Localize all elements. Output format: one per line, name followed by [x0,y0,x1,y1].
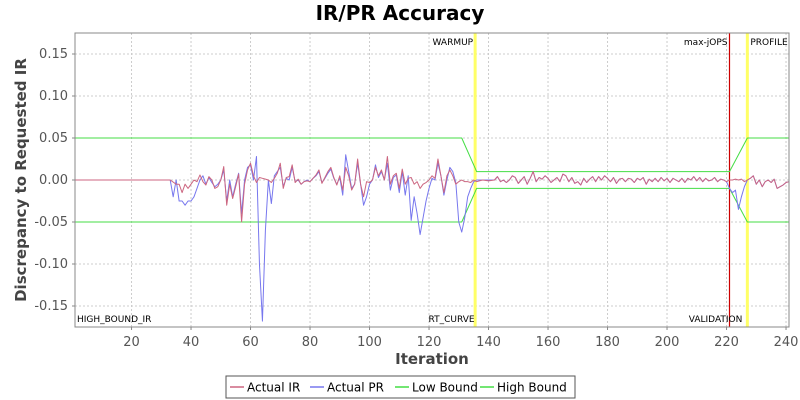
y-tick-label: 0.10 [39,89,68,104]
x-tick-label: 160 [536,335,561,350]
x-tick-label: 220 [714,335,739,350]
series-line-actual-ir [75,155,790,223]
x-tick-label: 40 [183,335,200,350]
phase-marker-label: PROFILE [750,38,788,48]
y-tick-label: 0.05 [39,131,68,146]
legend-label: High Bound [497,381,567,395]
legend-label: Actual PR [327,381,384,395]
legend: Actual IR Actual PR Low Bound High Bound [225,375,576,399]
legend-label: Low Bound [412,381,478,395]
x-axis: 20 40 60 80 100 120 140 160 180 200 220 240 [123,327,798,350]
legend-label: Actual IR [247,381,300,395]
series-line-high-bound [75,137,789,173]
y-tick-label: 0.15 [39,47,68,62]
chart-title: IR/PR Accuracy [316,1,485,25]
x-tick-label: 140 [476,335,501,350]
phase-marker-label: max-jOPS [684,38,728,48]
series-line-low-bound [75,187,789,223]
x-tick-label: 180 [595,335,620,350]
x-tick-label: 100 [357,335,382,350]
phase-marker-label: RT_CURVE [429,315,475,325]
y-tick-label: -0.10 [34,257,68,272]
x-tick-label: 200 [655,335,680,350]
phase-marker-label: VALIDATION [689,315,743,325]
plot-area: WARMUP max-jOPS PROFILE HIGH_BOUND_IR RT_CUR… [74,32,790,328]
y-tick-label: 0.00 [39,173,68,188]
series-lines [75,137,790,322]
y-tick-label: -0.15 [34,299,68,314]
x-tick-label: 20 [123,335,140,350]
phase-marker-label: HIGH_BOUND_IR [77,315,151,325]
phase-marker-labels: WARMUP max-jOPS PROFILE HIGH_BOUND_IR RT_CUR… [77,38,788,325]
y-tick-label: -0.05 [34,215,68,230]
phase-marker-label: WARMUP [433,38,474,48]
y-axis: -0.15 -0.10 -0.05 0.00 0.05 0.10 0.15 [34,47,75,314]
x-tick-label: 80 [302,335,319,350]
x-tick-label: 240 [774,335,799,350]
x-tick-label: 120 [417,335,442,350]
y-axis-label: Discrepancy to Requested IR [12,58,30,302]
x-axis-label: Iteration [395,350,469,368]
x-tick-label: 60 [242,335,259,350]
